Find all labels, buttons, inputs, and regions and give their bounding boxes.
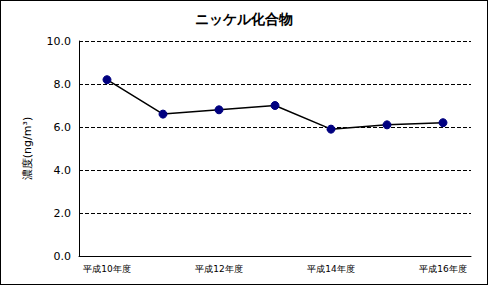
svg-text:8.0: 8.0 (54, 78, 72, 91)
svg-text:平成10年度: 平成10年度 (83, 264, 130, 274)
svg-text:10.0: 10.0 (47, 35, 72, 48)
svg-text:2.0: 2.0 (54, 207, 72, 220)
svg-text:平成16年度: 平成16年度 (419, 264, 466, 274)
svg-text:濃度(ng/m³): 濃度(ng/m³) (21, 117, 34, 180)
svg-text:6.0: 6.0 (54, 121, 72, 134)
svg-text:0.0: 0.0 (54, 250, 72, 263)
svg-text:平成14年度: 平成14年度 (307, 264, 354, 274)
svg-text:ニッケル化合物: ニッケル化合物 (195, 11, 293, 27)
svg-text:平成12年度: 平成12年度 (195, 264, 242, 274)
svg-text:4.0: 4.0 (54, 164, 72, 177)
